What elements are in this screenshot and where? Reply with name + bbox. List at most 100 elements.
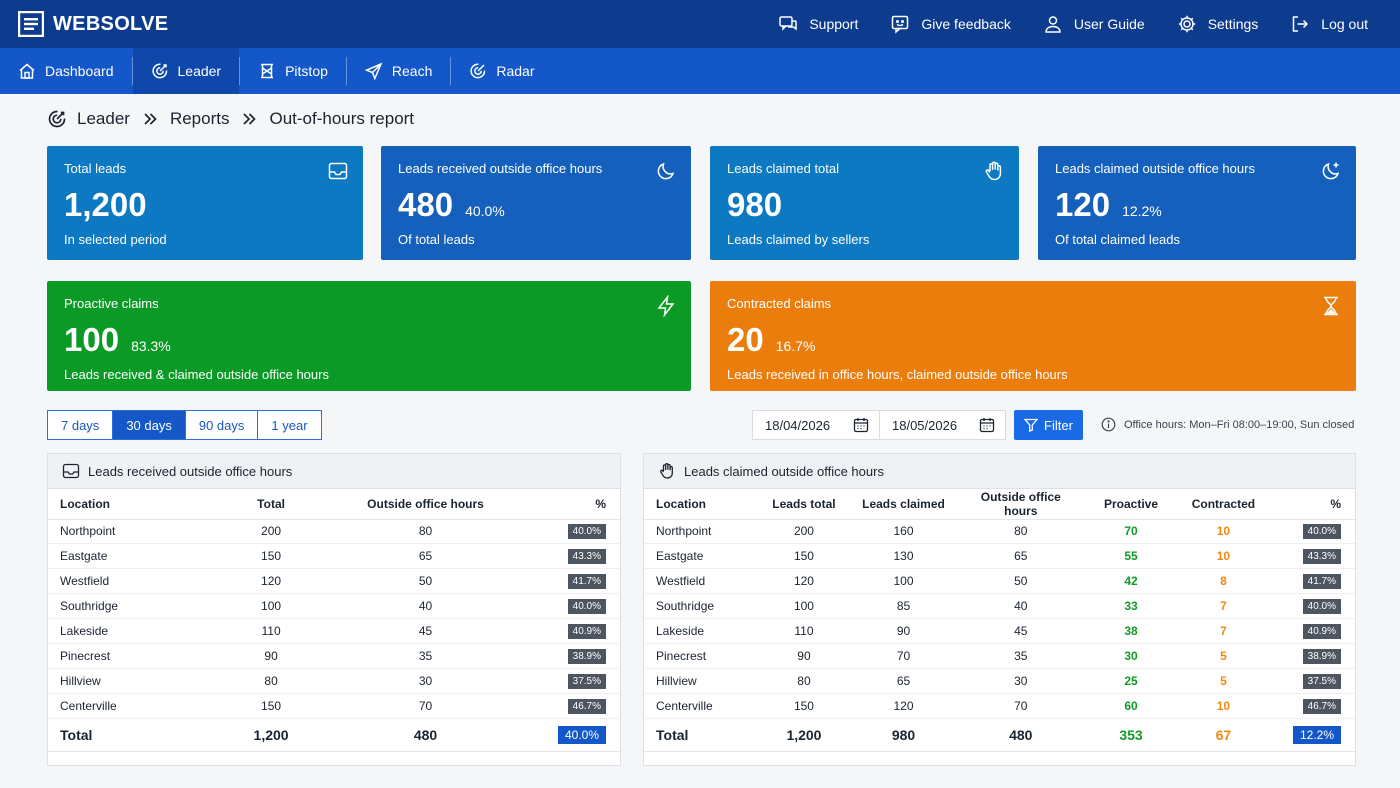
hand-icon <box>985 161 1002 181</box>
percent-badge: 40.0% <box>1302 524 1341 540</box>
total-label: Total <box>644 717 758 752</box>
brand[interactable]: WEBSOLVE <box>18 11 168 37</box>
table-row[interactable]: Northpoint 200 80 40.0% <box>48 519 620 545</box>
date-to-field[interactable]: 18/05/2026 <box>879 411 1005 439</box>
contracted-cell: 67 <box>1177 717 1270 752</box>
table-row[interactable]: Eastgate 150 65 43.3% <box>48 543 620 570</box>
target-icon <box>151 63 167 79</box>
column-header[interactable]: Total <box>225 489 317 520</box>
outside-cell: 35 <box>316 643 535 669</box>
user-guide-link[interactable]: User Guide <box>1043 14 1145 34</box>
feedback-link[interactable]: Give feedback <box>890 14 1011 34</box>
moon-plus-icon <box>1322 162 1340 180</box>
leads-claimed-cell: 130 <box>850 543 957 570</box>
total-row: Total 1,200 980 480 353 67 12.2% <box>644 717 1355 752</box>
table-row[interactable]: Hillview 80 65 30 25 5 37.5% <box>644 668 1355 694</box>
logout-link[interactable]: Log out <box>1290 14 1368 34</box>
support-link[interactable]: Support <box>778 14 858 34</box>
percent-badge: 40.0% <box>557 725 606 744</box>
contracted-cell: 10 <box>1177 519 1270 545</box>
total-label: Total <box>48 717 226 752</box>
leads-claimed-cell: 85 <box>850 593 957 620</box>
proactive-cell: 38 <box>1084 618 1178 644</box>
total-cell: 110 <box>225 618 317 644</box>
card-value: 480 <box>398 186 454 223</box>
table-row[interactable]: Southridge 100 85 40 33 7 40.0% <box>644 593 1355 620</box>
table-row[interactable]: Southridge 100 40 40.0% <box>48 593 620 620</box>
logout-icon <box>1293 16 1309 32</box>
outside-cell: 45 <box>956 618 1085 644</box>
breadcrumb-reports[interactable]: Reports <box>169 109 230 128</box>
outside-cell: 80 <box>956 519 1085 545</box>
table-row[interactable]: Westfield 120 50 41.7% <box>48 568 620 595</box>
nav-dashboard-label: Dashboard <box>45 63 114 79</box>
column-header[interactable]: Leads total <box>757 489 851 520</box>
percent-cell: 46.7% <box>1269 693 1355 719</box>
target-icon <box>48 110 66 128</box>
period-30-days[interactable]: 30 days <box>112 410 186 440</box>
table-row[interactable]: Lakeside 110 45 40.9% <box>48 618 620 644</box>
table-row[interactable]: Northpoint 200 160 80 70 10 40.0% <box>644 519 1355 545</box>
table-row[interactable]: Eastgate 150 130 65 55 10 43.3% <box>644 543 1355 570</box>
leads-claimed-cell: 65 <box>850 668 957 694</box>
table-row[interactable]: Hillview 80 30 37.5% <box>48 668 620 694</box>
date-from-field[interactable]: 18/04/2026 <box>753 411 879 439</box>
column-header[interactable]: Outside office hours <box>956 489 1085 520</box>
table-row[interactable]: Pinecrest 90 35 38.9% <box>48 643 620 669</box>
nav-leader[interactable]: Leader <box>132 48 240 94</box>
leads-total-cell: 150 <box>757 693 851 719</box>
double-chevron-right-icon <box>243 113 257 125</box>
nav-pitstop[interactable]: Pitstop <box>240 48 346 94</box>
column-header[interactable]: Contracted <box>1177 489 1270 520</box>
outside-cell: 480 <box>956 717 1085 752</box>
outside-cell: 50 <box>956 568 1085 595</box>
outside-cell: 65 <box>956 543 1085 570</box>
table-row[interactable]: Westfield 120 100 50 42 8 41.7% <box>644 568 1355 595</box>
nav-dashboard[interactable]: Dashboard <box>0 48 132 94</box>
card-subtitle: Leads claimed by sellers <box>727 232 870 247</box>
nav-radar[interactable]: Radar <box>451 48 552 94</box>
panel-header: Leads received outside office hours <box>48 454 620 489</box>
column-header[interactable]: Proactive <box>1084 489 1178 520</box>
nav-pitstop-label: Pitstop <box>285 63 328 79</box>
period-7-days[interactable]: 7 days <box>47 410 114 440</box>
filter-button[interactable]: Filter <box>1014 410 1083 440</box>
period-1-year[interactable]: 1 year <box>257 410 322 440</box>
kpi-card-contracted: Contracted claims 20 16.7% Leads received… <box>710 281 1356 391</box>
feedback-label: Give feedback <box>921 16 1011 32</box>
leads-total-cell: 1,200 <box>757 717 851 752</box>
column-header[interactable]: Leads claimed <box>850 489 957 520</box>
calendar-icon <box>853 418 869 433</box>
location-cell: Westfield <box>48 568 226 595</box>
card-value: 20 <box>727 321 764 358</box>
breadcrumb-leader[interactable]: Leader <box>77 109 130 128</box>
column-header[interactable]: Outside office hours <box>316 489 535 520</box>
app-name: WEBSOLVE <box>53 12 169 35</box>
breadcrumb: Leader Reports Out-of-hours report <box>47 109 414 129</box>
nav-divider <box>450 57 452 85</box>
percent-badge: 40.0% <box>1302 599 1341 615</box>
card-label: Leads received outside office hours <box>398 161 603 176</box>
settings-link[interactable]: Settings <box>1177 14 1258 34</box>
table-row[interactable]: Pinecrest 90 70 35 30 5 38.9% <box>644 643 1355 669</box>
proactive-cell: 42 <box>1084 568 1178 595</box>
total-cell: 80 <box>225 668 317 694</box>
proactive-cell: 33 <box>1084 593 1178 620</box>
nav-reach[interactable]: Reach <box>347 48 450 94</box>
logo-icon <box>18 11 44 37</box>
column-header[interactable]: % <box>534 489 620 520</box>
total-cell: 120 <box>225 568 317 595</box>
column-header[interactable]: Location <box>644 489 758 520</box>
table-row[interactable]: Centerville 150 70 46.7% <box>48 693 620 719</box>
nav-divider <box>345 57 347 85</box>
column-header[interactable]: Location <box>48 489 226 520</box>
percent-cell: 46.7% <box>534 693 620 719</box>
period-90-days[interactable]: 90 days <box>184 410 259 440</box>
leads-total-cell: 120 <box>757 568 851 595</box>
contracted-cell: 7 <box>1177 618 1270 644</box>
column-header[interactable]: % <box>1269 489 1355 520</box>
table-row[interactable]: Centerville 150 120 70 60 10 46.7% <box>644 693 1355 719</box>
location-cell: Centerville <box>48 693 226 719</box>
home-icon <box>19 63 35 79</box>
table-row[interactable]: Lakeside 110 90 45 38 7 40.9% <box>644 618 1355 644</box>
